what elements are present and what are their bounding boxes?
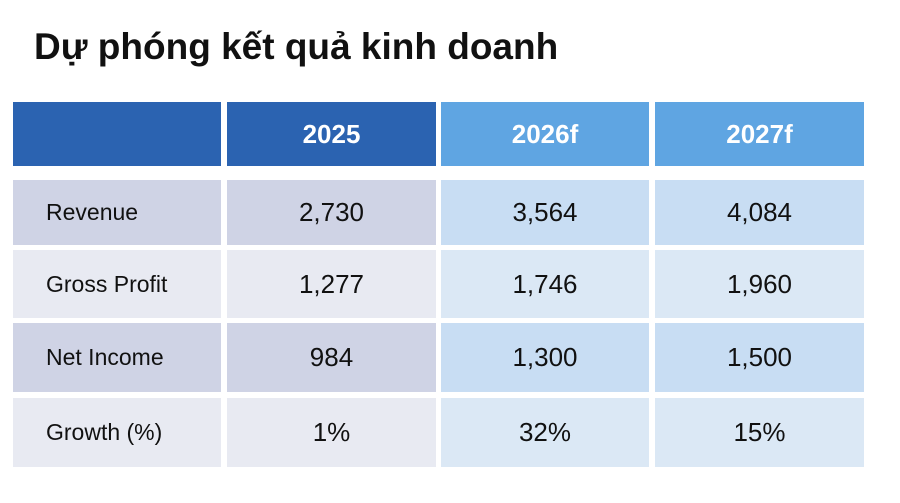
column-header: 2026f	[441, 102, 649, 166]
table-cell: 1,960	[655, 250, 864, 318]
header-cell	[13, 102, 221, 166]
table-cell: 1,500	[655, 323, 864, 392]
table-cell: 984	[227, 323, 436, 392]
table-cell: 4,084	[655, 180, 864, 245]
column-header: 2027f	[655, 102, 864, 166]
table-cell: 1%	[227, 398, 436, 467]
table-cell: 2,730	[227, 180, 436, 245]
row-label: Growth (%)	[13, 398, 221, 467]
page-title: Dự phóng kết quả kinh doanh	[34, 26, 559, 67]
table-cell: 1,300	[441, 323, 649, 392]
table-cell: 15%	[655, 398, 864, 467]
row-label: Gross Profit	[13, 250, 221, 318]
table-cell: 1,746	[441, 250, 649, 318]
table-cell: 3,564	[441, 180, 649, 245]
row-label: Net Income	[13, 323, 221, 392]
table-cell: 1,277	[227, 250, 436, 318]
table-cell: 32%	[441, 398, 649, 467]
column-header: 2025	[227, 102, 436, 166]
row-label: Revenue	[13, 180, 221, 245]
